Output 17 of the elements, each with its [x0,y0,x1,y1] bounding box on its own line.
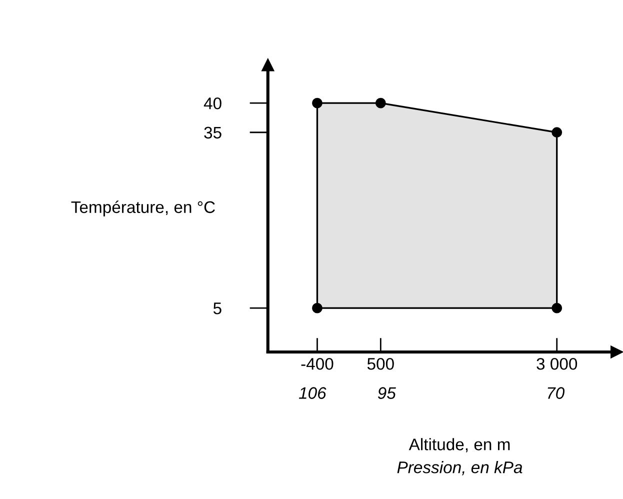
point [312,98,322,108]
point [552,302,562,314]
x-axis-title: Altitude, en m [408,438,510,452]
point [312,302,322,314]
x-tick-label: -400 [301,358,334,370]
y-tick-label: 5 [213,302,222,314]
x2-axis-title: Pression, en kPa [397,461,522,476]
x-tick-label: 3 000 [536,358,578,370]
x2-tick-label: 70 [548,387,564,399]
point [552,127,562,138]
x2-tick-label: 106 [298,387,326,399]
point [375,98,386,108]
y-tick-label: 35 [204,126,222,139]
y-tick-label: 40 [204,97,222,110]
x-tick-label: 500 [367,358,394,370]
y-axis-title: Température, en °C [71,200,215,216]
x2-tick-label: 95 [378,387,396,399]
